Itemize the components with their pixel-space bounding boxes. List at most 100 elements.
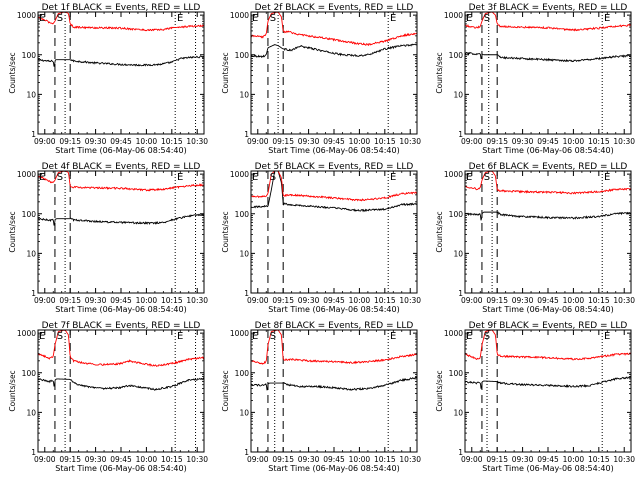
- y-axis-label: Counts/sec: [435, 370, 444, 411]
- panel-title: Det 8f BLACK = Events, RED = LLD: [255, 321, 414, 331]
- series-line-events: [465, 211, 631, 221]
- y-tick-label: 100: [449, 369, 464, 378]
- y-tick-label: 100: [22, 369, 37, 378]
- x-axis-label: Start Time (06-May-06 08:54:40): [268, 146, 399, 155]
- x-tick-label: 09:45: [537, 296, 559, 305]
- y-tick-label: 100: [235, 210, 250, 219]
- x-tick-label: 10:15: [588, 296, 610, 305]
- y-tick-label: 1: [458, 289, 463, 298]
- x-tick-label: 09:45: [323, 296, 345, 305]
- x-tick-label: 09:30: [298, 455, 320, 464]
- x-tick-label: 09:30: [85, 137, 107, 146]
- event-marker-label: S: [270, 13, 276, 24]
- x-axis-label: Start Time (06-May-06 08:54:40): [55, 305, 186, 314]
- y-tick-label: 1: [244, 289, 249, 298]
- x-tick-label: 10:15: [588, 137, 610, 146]
- plot-frame: [37, 11, 205, 135]
- event-marker-label: E: [604, 172, 610, 183]
- panel-det-7f: Det 7f BLACK = Events, RED = LLD 1 10 100 10…: [8, 321, 208, 473]
- x-tick-label: 09:30: [298, 137, 320, 146]
- y-tick-label: 1: [244, 130, 249, 139]
- y-tick-label: 1000: [17, 170, 36, 179]
- x-tick-label: 10:30: [186, 455, 208, 464]
- panel-det-9f: Det 9f BLACK = Events, RED = LLD 1 10 100 10…: [435, 321, 635, 473]
- y-tick-label: 1000: [17, 329, 36, 338]
- event-marker-label: E: [39, 331, 45, 342]
- plot-frame: [37, 329, 205, 453]
- panel-title: Det 5f BLACK = Events, RED = LLD: [255, 162, 414, 172]
- x-tick-label: 09:00: [34, 296, 56, 305]
- series-line-events: [465, 51, 631, 63]
- x-tick-label: 10:30: [399, 296, 421, 305]
- x-tick-label: 09:45: [323, 137, 345, 146]
- x-tick-label: 09:15: [272, 137, 294, 146]
- x-tick-label: 09:00: [247, 137, 269, 146]
- x-axis-label: Start Time (06-May-06 08:54:40): [55, 464, 186, 473]
- event-marker-label: S: [57, 172, 63, 183]
- panel-det-2f: Det 2f BLACK = Events, RED = LLD 1 10 100 10…: [221, 3, 421, 155]
- series-line-events: [251, 43, 417, 59]
- x-tick-label: 09:15: [486, 455, 508, 464]
- series-line-lld: [251, 330, 417, 365]
- x-tick-label: 10:30: [186, 296, 208, 305]
- event-marker-label: E: [604, 331, 610, 342]
- plot-frame: [464, 11, 632, 135]
- x-tick-label: 10:00: [136, 455, 158, 464]
- series-line-lld: [465, 12, 631, 32]
- y-tick-label: 10: [26, 408, 36, 417]
- series-line-events: [38, 213, 204, 226]
- panel-title: Det 2f BLACK = Events, RED = LLD: [255, 3, 414, 13]
- y-tick-label: 1000: [230, 329, 249, 338]
- y-tick-label: 100: [22, 210, 37, 219]
- x-tick-label: 10:00: [563, 455, 585, 464]
- panel-title: Det 4f BLACK = Events, RED = LLD: [42, 162, 201, 172]
- x-tick-label: 10:30: [186, 137, 208, 146]
- x-tick-label: 09:15: [486, 296, 508, 305]
- series-line-events: [38, 377, 204, 391]
- y-tick-label: 1: [458, 448, 463, 457]
- x-tick-label: 10:00: [349, 455, 371, 464]
- plot-frame: [464, 329, 632, 453]
- y-axis-label: Counts/sec: [221, 370, 230, 411]
- x-tick-label: 10:30: [399, 137, 421, 146]
- x-tick-label: 10:00: [563, 296, 585, 305]
- x-tick-label: 09:30: [512, 455, 534, 464]
- y-axis-label: Counts/sec: [221, 211, 230, 252]
- y-tick-label: 10: [26, 249, 36, 258]
- y-tick-label: 100: [449, 210, 464, 219]
- x-tick-label: 09:15: [59, 296, 81, 305]
- y-tick-label: 1: [244, 448, 249, 457]
- y-tick-label: 1: [31, 130, 36, 139]
- y-tick-label: 1000: [230, 11, 249, 20]
- y-axis-label: Counts/sec: [435, 211, 444, 252]
- y-tick-label: 1: [31, 448, 36, 457]
- event-marker-label: S: [484, 13, 490, 24]
- event-marker-label: S: [57, 331, 63, 342]
- plot-frame: [250, 170, 418, 294]
- plot-frame: [464, 170, 632, 294]
- y-tick-label: 100: [235, 369, 250, 378]
- x-tick-label: 10:15: [161, 455, 183, 464]
- x-axis-label: Start Time (06-May-06 08:54:40): [482, 305, 613, 314]
- panel-title: Det 9f BLACK = Events, RED = LLD: [469, 321, 628, 331]
- x-tick-label: 10:30: [613, 296, 635, 305]
- y-tick-label: 100: [449, 51, 464, 60]
- event-marker-label: E: [466, 331, 472, 342]
- x-tick-label: 10:15: [374, 137, 396, 146]
- x-tick-label: 09:00: [247, 455, 269, 464]
- event-marker-label: E: [390, 172, 396, 183]
- y-tick-label: 1000: [444, 329, 463, 338]
- x-tick-label: 09:30: [512, 296, 534, 305]
- y-tick-label: 1000: [444, 170, 463, 179]
- event-marker-label: E: [466, 172, 472, 183]
- x-tick-label: 10:00: [563, 137, 585, 146]
- panel-det-5f: Det 5f BLACK = Events, RED = LLD 1 10 100 10…: [221, 162, 421, 314]
- y-tick-label: 100: [235, 51, 250, 60]
- x-tick-label: 09:45: [537, 455, 559, 464]
- panel-title: Det 7f BLACK = Events, RED = LLD: [42, 321, 201, 331]
- x-tick-label: 09:30: [512, 137, 534, 146]
- series-line-events: [465, 375, 631, 389]
- panel-det-6f: Det 6f BLACK = Events, RED = LLD 1 10 100 10…: [435, 162, 635, 314]
- x-tick-label: 10:15: [588, 455, 610, 464]
